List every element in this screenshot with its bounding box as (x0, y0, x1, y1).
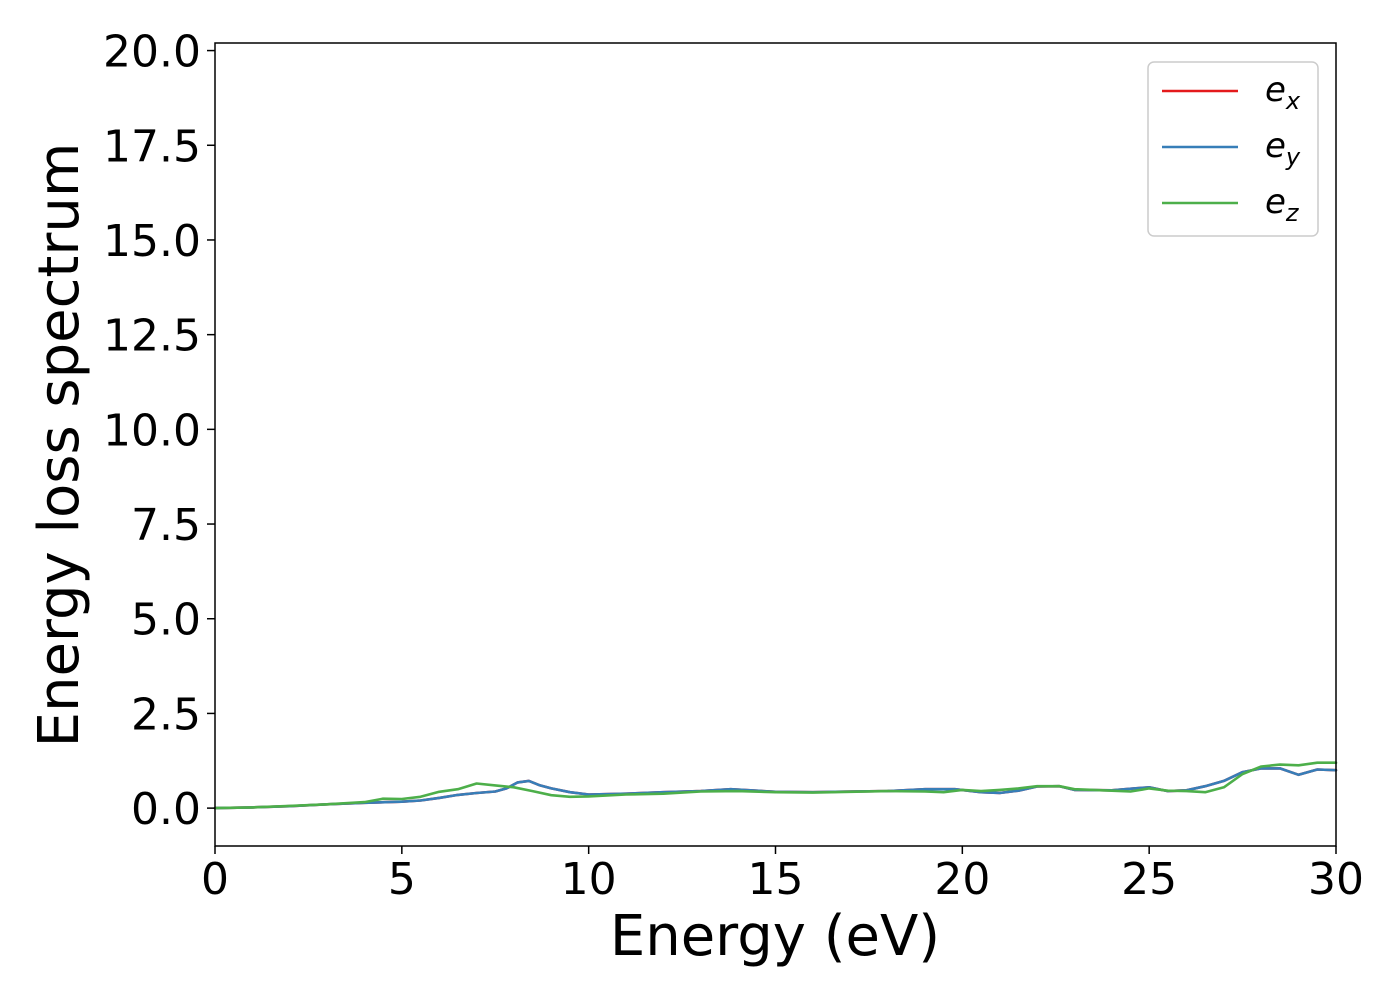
plot-lines (213, 761, 1338, 810)
y-tick-label: 15.0 (103, 216, 201, 267)
legend-label-subscript: x (1285, 87, 1301, 115)
y-tick-label: 20.0 (103, 27, 201, 78)
x-tick-label: 5 (388, 854, 416, 905)
x-tick-label: 30 (1308, 854, 1364, 905)
y-tick-label: 2.5 (131, 689, 201, 740)
x-axis-title: Energy (eV) (610, 904, 940, 969)
legend-label-subscript: z (1285, 199, 1300, 227)
legend-box (1147, 61, 1319, 237)
legend-label-subscript: y (1285, 143, 1301, 171)
y-tick-label: 7.5 (131, 500, 201, 551)
legend-label-base: e (1265, 126, 1286, 166)
x-tick-label: 10 (561, 854, 617, 905)
y-axis-title: Energy loss spectrum (27, 143, 92, 748)
y-axis-ticks: 0.0 2.5 5.0 7.5 10.0 12.5 15.0 17.5 20.0 (103, 27, 215, 835)
x-axis-ticks: 0 5 10 15 20 25 30 (201, 846, 1364, 905)
legend-label-base: e (1265, 182, 1286, 222)
x-tick-label: 20 (934, 854, 990, 905)
x-tick-label: 0 (201, 854, 229, 905)
legend-label-y: ey (1265, 126, 1301, 171)
y-tick-label: 12.5 (103, 311, 201, 362)
x-tick-label: 25 (1121, 854, 1177, 905)
y-tick-label: 0.0 (131, 784, 201, 835)
legend-label-base: e (1265, 70, 1286, 110)
y-tick-label: 5.0 (131, 595, 201, 646)
series-line-y (213, 767, 1338, 810)
series-line-z (213, 761, 1338, 810)
legend-label-x: ex (1265, 70, 1301, 115)
y-tick-label: 17.5 (103, 121, 201, 172)
x-tick-label: 15 (748, 854, 804, 905)
y-tick-label: 10.0 (103, 405, 201, 456)
legend-label-z: ez (1265, 182, 1300, 227)
